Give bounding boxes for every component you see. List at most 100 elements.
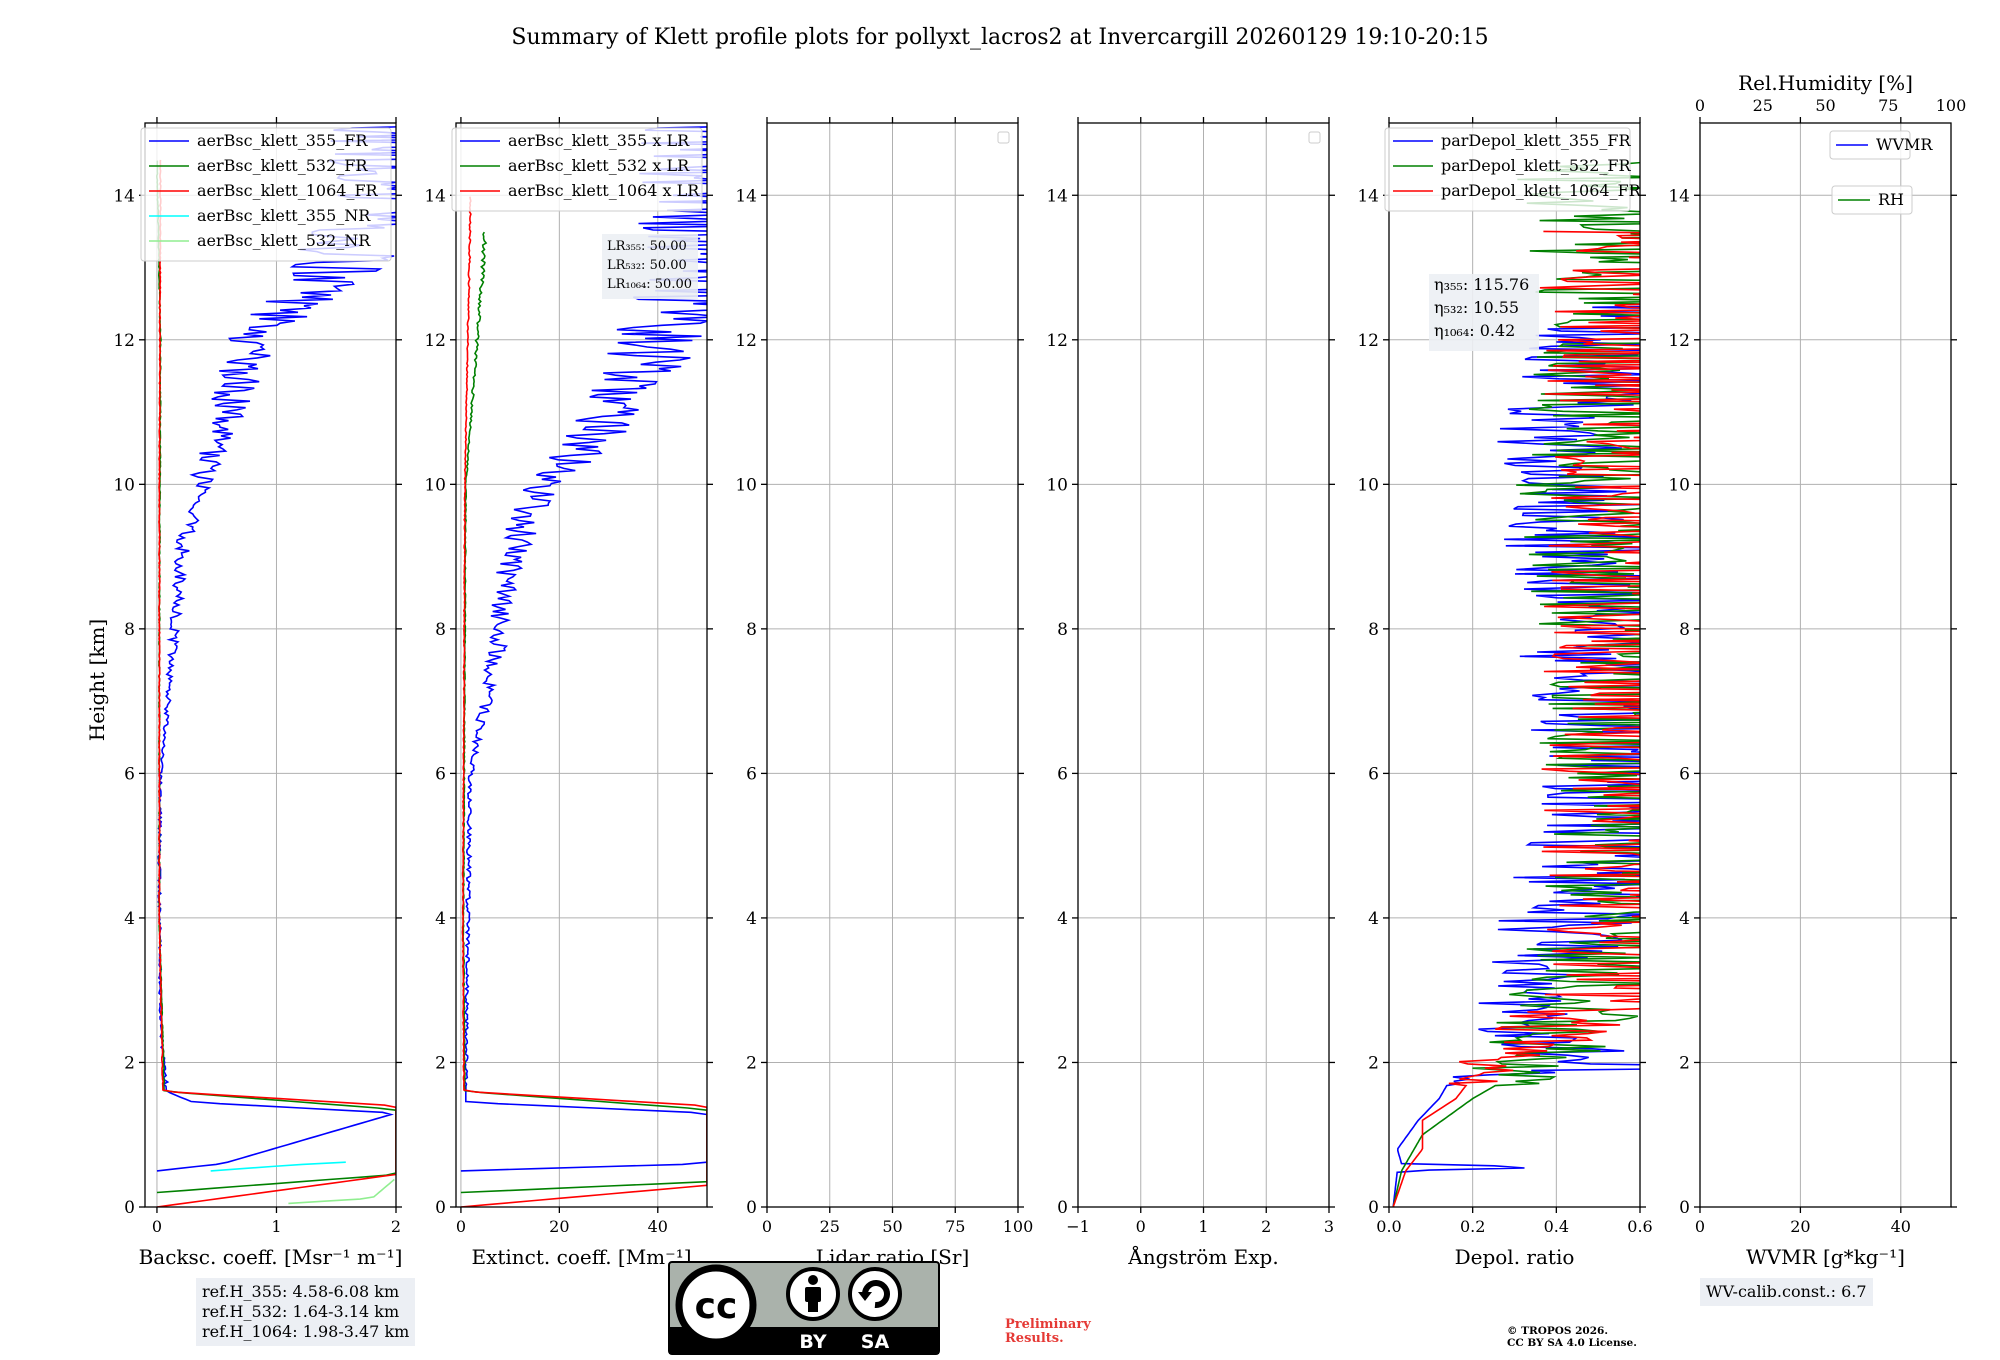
- x-tick-label: 0.2: [1460, 1217, 1485, 1236]
- annotation-box: [1429, 274, 1539, 351]
- y-axis-label: Height [km]: [85, 619, 109, 741]
- x-tick-label: 0: [1695, 1217, 1705, 1236]
- y-tick-label: 12: [1046, 331, 1068, 351]
- top-x-tick-label: 0: [1695, 96, 1705, 115]
- legend-label: aerBsc_klett_1064 x LR: [508, 181, 700, 200]
- y-tick-label: 4: [124, 909, 135, 929]
- y-tick-label: 14: [113, 186, 135, 206]
- y-tick-label: 0: [1057, 1198, 1068, 1218]
- y-tick-label: 6: [1057, 764, 1068, 784]
- x-tick-label: 0: [762, 1217, 772, 1236]
- top-x-axis-label: Rel.Humidity [%]: [1738, 71, 1913, 95]
- x-tick-label: 20: [549, 1217, 569, 1236]
- y-tick-label: 12: [1357, 331, 1379, 351]
- y-tick-label: 8: [1057, 620, 1068, 640]
- annotation-text: LR₅₃₂: 50.00: [607, 258, 687, 273]
- preliminary-line-2: Results.: [1005, 1331, 1064, 1346]
- y-tick-label: 6: [746, 764, 757, 784]
- series-group: [1392, 161, 1640, 1207]
- preliminary-line-1: Preliminary: [1005, 1317, 1091, 1332]
- legend-label: aerBsc_klett_532_FR: [197, 156, 368, 175]
- y-tick-label: 4: [1679, 909, 1690, 929]
- x-axis-label: WVMR [g*kg⁻¹]: [1746, 1245, 1905, 1269]
- x-tick-label: 0: [1136, 1217, 1146, 1236]
- series-line-parDepol_klett_1064_FR: [1392, 230, 1640, 1207]
- y-tick-label: 12: [424, 331, 446, 351]
- copyright-note: © TROPOS 2026. CC BY SA 4.0 License.: [1507, 1325, 1637, 1349]
- y-tick-label: 12: [1668, 331, 1690, 351]
- y-tick-label: 10: [113, 475, 135, 495]
- panel-frame: [144, 122, 397, 1208]
- y-tick-label: 2: [746, 1053, 757, 1073]
- y-tick-label: 14: [735, 186, 757, 206]
- annotation-text: η₁₀₆₄: 0.42: [1434, 321, 1515, 340]
- x-axis-label: Backsc. coeff. [Msr⁻¹ m⁻¹]: [139, 1245, 403, 1269]
- y-tick-label: 12: [735, 331, 757, 351]
- x-tick-label: 1: [1198, 1217, 1208, 1236]
- x-tick-label: 0.4: [1544, 1217, 1569, 1236]
- y-tick-label: 14: [424, 186, 446, 206]
- y-tick-label: 8: [1368, 620, 1379, 640]
- y-tick-label: 14: [1357, 186, 1379, 206]
- x-tick-label: 2: [1261, 1217, 1271, 1236]
- y-tick-label: 8: [746, 620, 757, 640]
- x-tick-label: 40: [1891, 1217, 1911, 1236]
- y-tick-label: 6: [1368, 764, 1379, 784]
- svg-text:cc: cc: [695, 1286, 738, 1327]
- y-tick-label: 2: [124, 1053, 135, 1073]
- legend-label: aerBsc_klett_355 x LR: [508, 131, 690, 150]
- ref-height-1064: ref.H_1064: 1.98-3.47 km: [202, 1322, 410, 1341]
- y-tick-label: 2: [435, 1053, 446, 1073]
- y-tick-label: 0: [435, 1198, 446, 1218]
- legend-label: aerBsc_klett_532_NR: [197, 231, 371, 250]
- panel-frame: [766, 122, 1019, 1208]
- y-tick-label: 14: [1046, 186, 1068, 206]
- panel-frame: [1388, 122, 1641, 1208]
- y-tick-label: 6: [1679, 764, 1690, 784]
- x-axis-label: Ångström Exp.: [1127, 1244, 1278, 1269]
- series-group: [155, 126, 396, 1207]
- x-tick-label: 3: [1324, 1217, 1334, 1236]
- x-tick-label: −1: [1066, 1217, 1090, 1236]
- series-line-aerBsc_klett_1064_FR: [156, 159, 396, 1207]
- y-tick-label: 4: [435, 909, 446, 929]
- x-axis-label: Extinct. coeff. [Mm⁻¹]: [471, 1245, 691, 1269]
- top-x-tick-label: 100: [1936, 96, 1967, 115]
- y-tick-label: 4: [1368, 909, 1379, 929]
- x-tick-label: 1: [271, 1217, 281, 1236]
- top-x-tick-label: 75: [1878, 96, 1898, 115]
- x-tick-label: 2: [391, 1217, 401, 1236]
- x-tick-label: 75: [945, 1217, 965, 1236]
- wv-calib-box: WV-calib.const.: 6.7: [1700, 1278, 1873, 1306]
- y-tick-label: 0: [1368, 1198, 1379, 1218]
- annotation-text: η₅₃₂: 10.55: [1434, 298, 1519, 317]
- x-tick-label: 20: [1790, 1217, 1810, 1236]
- series-line-aerBsc_klett_1064 x LR: [460, 196, 707, 1207]
- series-line-aerBsc_klett_355_FR: [156, 126, 396, 1172]
- top-x-tick-label: 25: [1753, 96, 1773, 115]
- x-tick-label: 0: [456, 1217, 466, 1236]
- ref-heights-box: ref.H_355: 4.58-6.08 km ref.H_532: 1.64-…: [196, 1278, 416, 1346]
- y-tick-label: 2: [1057, 1053, 1068, 1073]
- panel-depol: 0 2 4 6 8 10 12 14 0.0 0.2 0.4 0.6 Depol. ratio parDe…: [1357, 117, 1653, 1269]
- copyright-line-1: © TROPOS 2026.: [1507, 1325, 1609, 1337]
- x-tick-label: 0: [152, 1217, 162, 1236]
- y-tick-label: 2: [1368, 1053, 1379, 1073]
- panel-wvmr: 0 2 4 6 8 10 12 14 0 20 40 0 25 50 75 100 Rel.Humidity […: [1668, 71, 1966, 1269]
- y-tick-label: 10: [1668, 475, 1690, 495]
- y-tick-label: 6: [435, 764, 446, 784]
- y-tick-label: 4: [746, 909, 757, 929]
- legend-label: parDepol_klett_532_FR: [1441, 156, 1632, 175]
- x-tick-label: 0.0: [1376, 1217, 1401, 1236]
- panel-frame: [1077, 122, 1330, 1208]
- legend-box: [1384, 127, 1631, 212]
- empty-legend-box: [997, 131, 1010, 144]
- legend-label: aerBsc_klett_355_FR: [197, 131, 368, 150]
- y-tick-label: 10: [735, 475, 757, 495]
- empty-legend-box: [1308, 131, 1321, 144]
- x-tick-label: 25: [820, 1217, 840, 1236]
- ref-height-355: ref.H_355: 4.58-6.08 km: [202, 1282, 400, 1301]
